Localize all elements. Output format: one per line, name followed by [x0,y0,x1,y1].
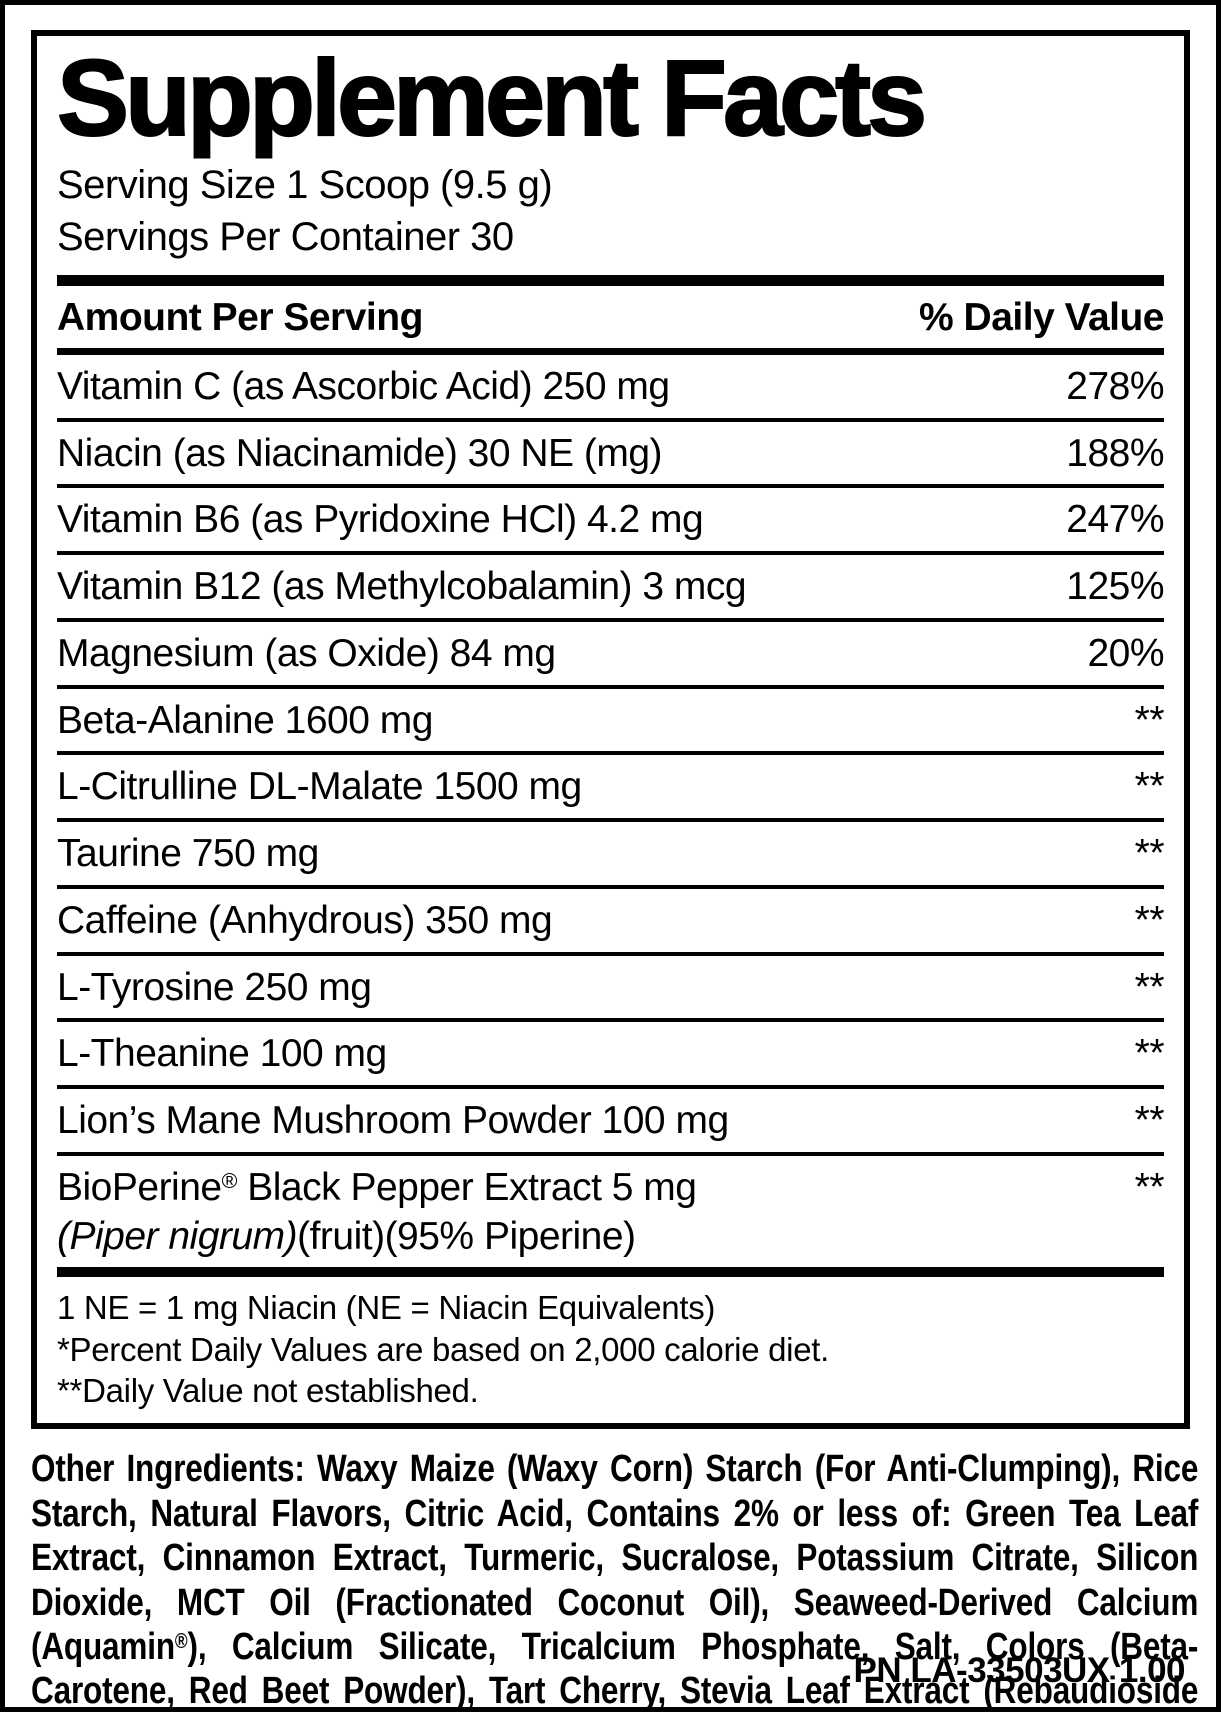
nutrient-name: Vitamin B12 (as Methylcobalamin) 3 mcg [57,565,747,609]
footnote-niacin-equivalents: 1 NE = 1 mg Niacin (NE = Niacin Equivale… [57,1289,716,1327]
nutrient-name: Niacin (as Niacinamide) 30 NE (mg) [57,431,663,475]
column-header-daily-value: % Daily Value [919,295,1164,339]
nutrient-name-line2: (Piper nigrum)(fruit)(95% Piperine) [57,1214,636,1258]
nutrient-daily-value: ** [1134,765,1165,809]
table-row: L-Tyrosine 250 mg ** [57,951,1165,1019]
footnote-percent-daily-values: *Percent Daily Values are based on 2,000… [57,1330,829,1368]
table-row: Lion’s Mane Mushroom Powder 100 mg ** [57,1085,1165,1152]
nutrient-daily-value: 278% [1066,364,1164,408]
table-row: Magnesium (as Oxide) 84 mg 20% [57,617,1164,685]
nutrient-daily-value: 20% [1087,631,1164,675]
table-row: Niacin (as Niacinamide) 30 NE (mg) 188% [57,417,1164,485]
nutrient-name: L-Citrulline DL-Malate 1500 mg [57,765,582,809]
table-row: BioPerine® Black Pepper Extract 5 mg (Pi… [57,1151,1165,1268]
footnote-daily-value-not-established: **Daily Value not established. [57,1371,479,1409]
nutrient-daily-value: ** [1134,898,1165,942]
nutrient-name: Taurine 750 mg [57,832,319,876]
nutrient-name: L-Tyrosine 250 mg [57,965,372,1009]
nutrient-name: Beta-Alanine 1600 mg [57,698,433,742]
servings-per-container: Servings Per Container 30 [57,214,514,259]
nutrient-daily-value: ** [1134,832,1165,876]
nutrient-daily-value: ** [1134,965,1165,1009]
nutrient-daily-value: ** [1134,1099,1165,1143]
nutrient-name-line1: BioPerine® Black Pepper Extract 5 mg [57,1165,697,1209]
column-header-row: Amount Per Serving % Daily Value [57,286,1164,348]
nutrient-daily-value: ** [1134,1165,1165,1209]
nutrient-daily-value: ** [1134,698,1165,742]
panel-title: Supplement Facts [56,36,928,159]
nutrient-daily-value: ** [1134,1032,1165,1076]
table-row: Taurine 750 mg ** [57,818,1165,885]
nutrient-name: Caffeine (Anhydrous) 350 mg [57,898,553,942]
table-row: Vitamin B6 (as Pyridoxine HCl) 4.2 mg 24… [57,484,1164,551]
header-divider [57,347,1164,355]
nutrient-daily-value: 247% [1066,498,1164,542]
nutrient-name: Magnesium (as Oxide) 84 mg [57,631,556,675]
table-row: Beta-Alanine 1600 mg ** [57,684,1165,752]
nutrient-name: Vitamin B6 (as Pyridoxine HCl) 4.2 mg [57,498,704,542]
table-row: L-Citrulline DL-Malate 1500 mg ** [57,751,1165,818]
registered-mark: ® [174,1629,188,1653]
part-number: PN LA-33503UX 1.00 [853,1651,1186,1690]
footnotes: 1 NE = 1 mg Niacin (NE = Niacin Equivale… [57,1277,1164,1411]
nutrient-name: Lion’s Mane Mushroom Powder 100 mg [57,1099,729,1143]
nutrient-name: L-Theanine 100 mg [57,1032,387,1076]
nutrient-name: Vitamin C (as Ascorbic Acid) 250 mg [57,364,670,408]
nutrient-daily-value: 188% [1066,431,1164,475]
other-ingredients-section: Other Ingredients: Waxy Maize (Waxy Corn… [31,1447,1199,1712]
other-ingredients-paragraph: Other Ingredients: Waxy Maize (Waxy Corn… [31,1448,1199,1712]
table-row: Vitamin B12 (as Methylcobalamin) 3 mcg 1… [57,551,1164,618]
supplement-facts-panel: Supplement Facts Serving Size 1 Scoop (9… [31,30,1190,1430]
thick-divider-top [57,274,1164,286]
column-header-amount: Amount Per Serving [57,295,423,339]
table-row: Vitamin C (as Ascorbic Acid) 250 mg 278% [57,355,1164,418]
nutrient-name: BioPerine® Black Pepper Extract 5 mg (Pi… [57,1164,697,1262]
other-ingredients-lead: Other Ingredients: [31,1448,305,1491]
nutrient-daily-value: 125% [1066,565,1164,609]
table-row: L-Theanine 100 mg ** [57,1018,1165,1085]
thick-divider-bottom [57,1267,1164,1278]
serving-size: Serving Size 1 Scoop (9.5 g) [57,162,553,207]
registered-mark: ® [221,1169,238,1194]
nutrient-rows: Vitamin C (as Ascorbic Acid) 250 mg 278%… [57,355,1165,1268]
table-row: Caffeine (Anhydrous) 350 mg ** [57,884,1165,952]
